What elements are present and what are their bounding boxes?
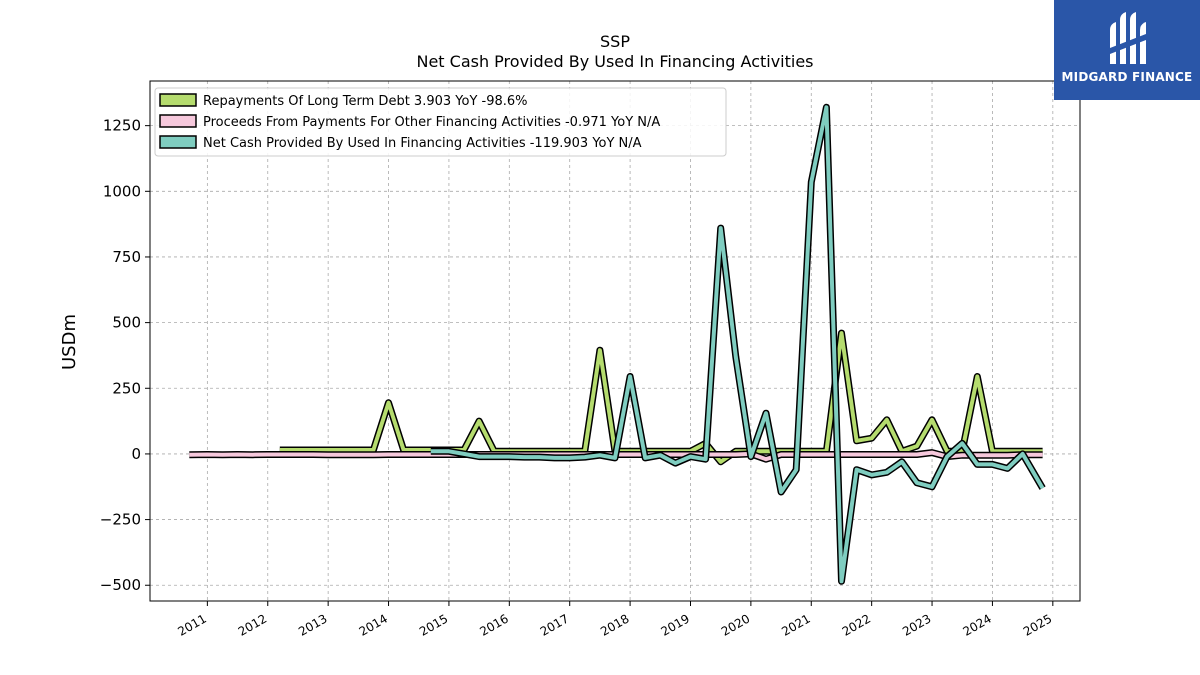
midgard-logo-icon (1110, 12, 1146, 64)
x-tick-label: 2013 (296, 611, 329, 638)
y-tick-label: 750 (112, 248, 141, 266)
legend-frame (154, 87, 727, 157)
y-tick-label: −500 (100, 576, 141, 594)
legend-label-net-cash: Net Cash Provided By Used In Financing A… (203, 136, 642, 151)
x-tick-label: 2025 (1021, 611, 1054, 638)
x-tick-label: 2021 (779, 611, 812, 638)
x-tick-label: 2024 (960, 611, 993, 638)
x-tick-label: 2016 (477, 611, 510, 638)
legend-label-proceeds: Proceeds From Payments For Other Financi… (203, 115, 660, 130)
chart-subtitle: Net Cash Provided By Used In Financing A… (416, 52, 813, 71)
series-outline-net-cash (430, 103, 1046, 585)
legend-label-repayments: Repayments Of Long Term Debt 3.903 YoY -… (203, 94, 528, 109)
brand-name: MIDGARD FINANCE (1061, 70, 1193, 84)
x-tick-label: 2017 (538, 611, 571, 638)
x-tick-label: 2014 (357, 611, 390, 638)
x-tick-label: 2011 (175, 611, 208, 638)
chart-title: SSP (600, 32, 630, 51)
x-tick-label: 2019 (659, 611, 692, 638)
x-tick-label: 2015 (417, 611, 450, 638)
x-tick-label: 2020 (719, 611, 752, 638)
x-tick-label: 2018 (598, 611, 631, 638)
y-tick-label: 500 (112, 314, 141, 332)
y-tick-label: 250 (112, 379, 141, 397)
y-tick-label: 1000 (103, 182, 141, 200)
series-line-repayments (279, 331, 1043, 464)
series-outline-repayments (279, 329, 1043, 466)
y-tick-label: 0 (131, 445, 141, 463)
plot-area-frame (149, 80, 1081, 602)
legend-swatch-repayments (159, 93, 197, 107)
y-axis-label: USDm (59, 314, 80, 370)
legend: Repayments Of Long Term Debt 3.903 YoY -… (154, 87, 727, 157)
legend-swatch-proceeds (159, 114, 197, 128)
grid-lines (150, 81, 1080, 601)
y-tick-label: 1250 (103, 117, 141, 135)
x-axis-ticks: 2011 2012 2013 2014 2015 2016 2017 2018 2019 2020… (175, 601, 1054, 639)
x-tick-label: 2012 (236, 611, 269, 638)
series-lines (189, 103, 1046, 585)
legend-swatch-net-cash (159, 135, 197, 149)
y-axis-ticks: −500 −250 0 250 500 750 1000 1250 (100, 117, 150, 594)
series-line-net-cash (430, 105, 1045, 584)
y-tick-label: −250 (100, 511, 141, 529)
x-tick-label: 2023 (900, 611, 933, 638)
brand-logo: MIDGARD FINANCE (1054, 0, 1200, 100)
x-tick-label: 2022 (840, 611, 873, 638)
